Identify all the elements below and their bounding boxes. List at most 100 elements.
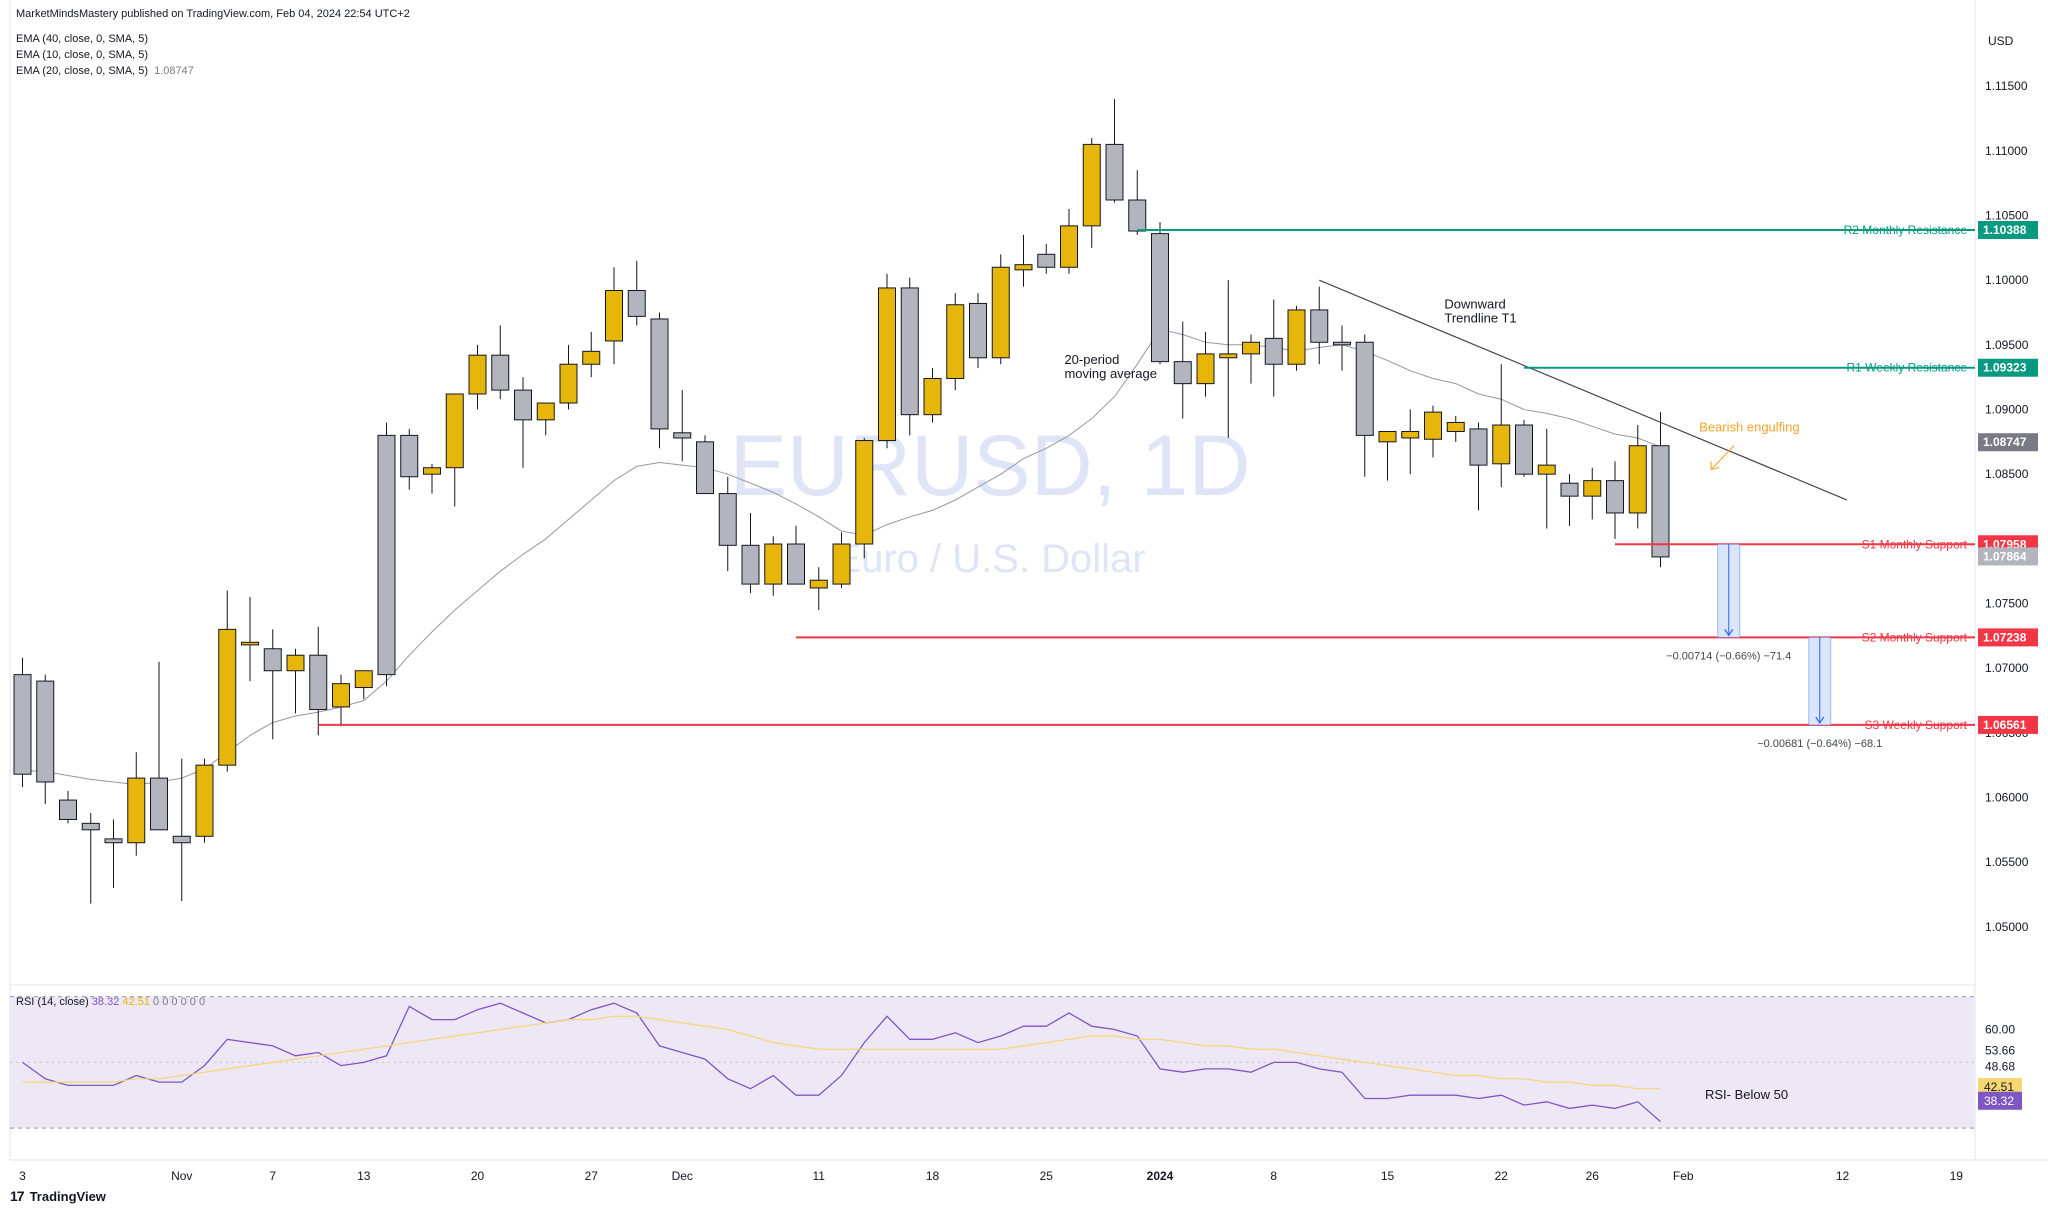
price-tag-label: 1.08747 [1983,435,2027,449]
level-label: R2 Monthly Resistance [1844,223,1968,237]
time-tick-label: 13 [357,1169,371,1183]
rsi-header-value: 0 [199,996,205,1008]
chart-annotation: Bearish engulfing [1699,419,1799,434]
indicator-ema10[interactable]: EMA (10, close, 0, SMA, 5) [16,49,148,61]
level-label: S1 Monthly Support [1862,537,1968,551]
chart-annotation: moving average [1064,366,1157,381]
candle-body [354,670,373,689]
price-tag-label: 1.07864 [1983,549,2027,563]
candle-body [582,350,601,365]
price-tick-label: 1.09500 [1985,338,2029,352]
indicator-ema40[interactable]: EMA (40, close, 0, SMA, 5) [16,33,148,45]
price-tick-label: 1.09000 [1985,403,2029,417]
level-label: R1 Weekly Resistance [1847,361,1968,375]
candle-body [445,393,464,469]
tradingview-logo-icon: 17 [10,1188,25,1204]
candle-body [263,648,282,672]
candle-body [1628,445,1647,514]
price-tag [1978,433,2038,452]
price-tag [1978,547,2038,566]
candle-body [1128,199,1147,232]
watermark-name: Euro / U.S. Dollar [834,537,1145,581]
level-label: S2 Monthly Support [1862,630,1968,644]
candle-body [1037,253,1056,268]
candle-body [13,674,32,775]
indicator-label: EMA (10, close, 0, SMA, 5) [16,49,149,61]
candle-body [59,799,77,820]
rsi-value-label: 38.32 [1984,1094,2014,1108]
time-tick-label: 7 [269,1169,276,1183]
rsi-band-fill [10,996,1975,1129]
rsi-header-value: 0 [181,996,190,1008]
rsi-tick-label: 53.66 [1985,1043,2015,1057]
time-tick-label: 11 [813,1169,826,1183]
price-tick-label: 1.05500 [1985,855,2029,869]
candle-body [946,304,965,379]
price-tick-label: 1.07500 [1985,596,2029,610]
rsi-value-label: 42.51 [1984,1080,2014,1094]
time-tick-label: 8 [1270,1169,1277,1183]
price-tick-label: 1.10500 [1985,209,2029,223]
measure-label: −0.00681 (−0.64%) −68.1 [1757,738,1882,750]
candle-body [1560,482,1579,497]
candle-body [1082,143,1101,227]
time-tick-label: Dec [672,1169,693,1183]
candle-body [195,764,214,837]
publisher-line: MarketMindsMastery published on TradingV… [16,8,410,20]
candle-body [764,543,783,585]
level-value-label: 1.09323 [1983,361,2027,375]
candle-body [673,432,692,439]
candle-body [627,290,646,317]
price-tick-label: 1.08500 [1985,467,2029,481]
rsi-header-value: 0 [153,996,162,1008]
rsi-value-tag [1978,1077,2022,1096]
candle-body [423,467,441,475]
candle-body [1469,428,1488,466]
candle-body [559,363,578,404]
candle-body [832,543,851,585]
candle-body [150,777,168,831]
candle-body [332,683,350,708]
level-value-label: 1.06561 [1983,718,2027,732]
time-tick-label: 15 [1381,1169,1395,1183]
level-value-tag [1978,221,2038,240]
level-value-label: 1.10388 [1983,223,2027,237]
time-tick-label: 19 [1950,1169,1964,1183]
measure-arrow-head [1724,629,1734,637]
chart-annotation: Downward [1444,297,1505,312]
candle-body [923,377,942,416]
rsi-ma-line [22,1015,1661,1090]
watermark-symbol: EURUSD, 1D [730,418,1251,514]
indicator-ema20[interactable]: EMA (20, close, 0, SMA, 5) 1.08747 [16,65,194,77]
time-tick-label: 25 [1040,1169,1054,1183]
candle-body [536,402,555,421]
candle-body [1537,464,1556,475]
rsi-annotation: RSI- Below 50 [1705,1087,1788,1102]
trendline [1319,279,1848,501]
candle-body [696,441,714,495]
candle-body [241,641,259,646]
time-tick-label: Feb [1673,1169,1694,1183]
candle-body [991,266,1010,359]
time-tick-label: 18 [926,1169,940,1183]
price-tick-label: 1.11000 [1985,144,2028,158]
level-value-tag [1978,358,2038,377]
candle-body [309,654,328,711]
candle-body [900,287,919,416]
candle-body [878,287,896,442]
candle-body [1606,480,1624,514]
candle-body [969,302,987,359]
candle-body [741,544,760,585]
rsi-value-tag [1978,1091,2022,1110]
rsi-header: RSI (14, close) 38.32 42.51 0 0 0 0 0 0 [16,996,205,1008]
candle-body [1014,264,1033,271]
tradingview-brand[interactable]: 17 TradingView [10,1188,106,1204]
price-tick-label: 1.11500 [1985,79,2028,93]
candle-body [1401,430,1420,439]
rsi-tick-label: 48.68 [1985,1060,2015,1074]
candle-body [1446,421,1465,432]
candle-body [1310,309,1329,343]
candle-body [809,579,828,589]
candle-body [1196,353,1215,385]
